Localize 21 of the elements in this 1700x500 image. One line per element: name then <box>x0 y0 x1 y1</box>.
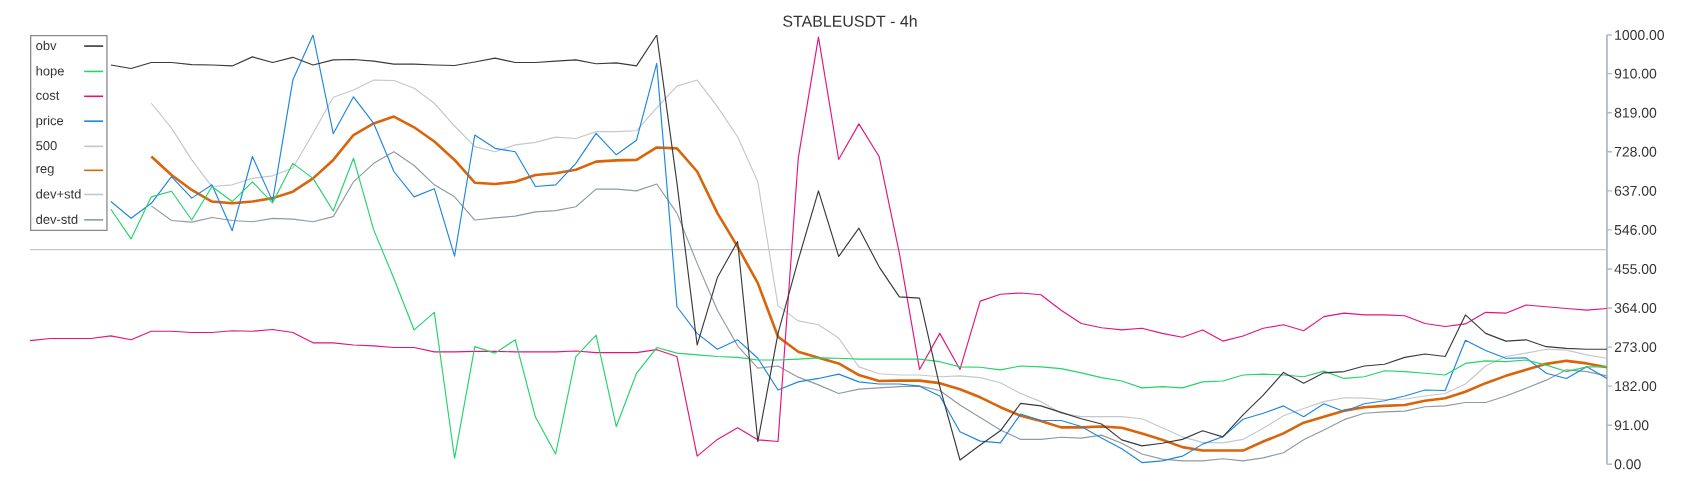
y-tick-label: 0.00 <box>1614 459 1641 470</box>
legend-label: dev-std <box>36 214 78 224</box>
y-tick-label: 91.00 <box>1614 420 1649 431</box>
chart-title: STABLEUSDT - 4h <box>783 15 917 27</box>
y-tick-label: 364.00 <box>1614 303 1657 313</box>
legend-label: hope <box>36 66 64 79</box>
y-tick-label: 637.00 <box>1614 185 1657 196</box>
legend-label: price <box>36 115 64 128</box>
legend-label: cost <box>36 91 60 100</box>
y-tick-label: 1000.00 <box>1615 30 1664 40</box>
legend-label: dev+std <box>36 189 81 199</box>
y-tick-label: 273.00 <box>1614 342 1657 353</box>
y-tick-label: 728.00 <box>1614 146 1657 157</box>
y-tick-label: 910.00 <box>1614 68 1657 79</box>
legend-label: reg <box>36 166 54 176</box>
legend-label: obv <box>36 40 57 51</box>
y-tick-label: 455.00 <box>1614 264 1657 274</box>
y-tick-label: 546.00 <box>1614 224 1657 235</box>
legend-label: 500 <box>36 141 57 151</box>
y-tick-label: 819.00 <box>1614 107 1657 118</box>
y-tick-label: 182.00 <box>1615 381 1657 392</box>
